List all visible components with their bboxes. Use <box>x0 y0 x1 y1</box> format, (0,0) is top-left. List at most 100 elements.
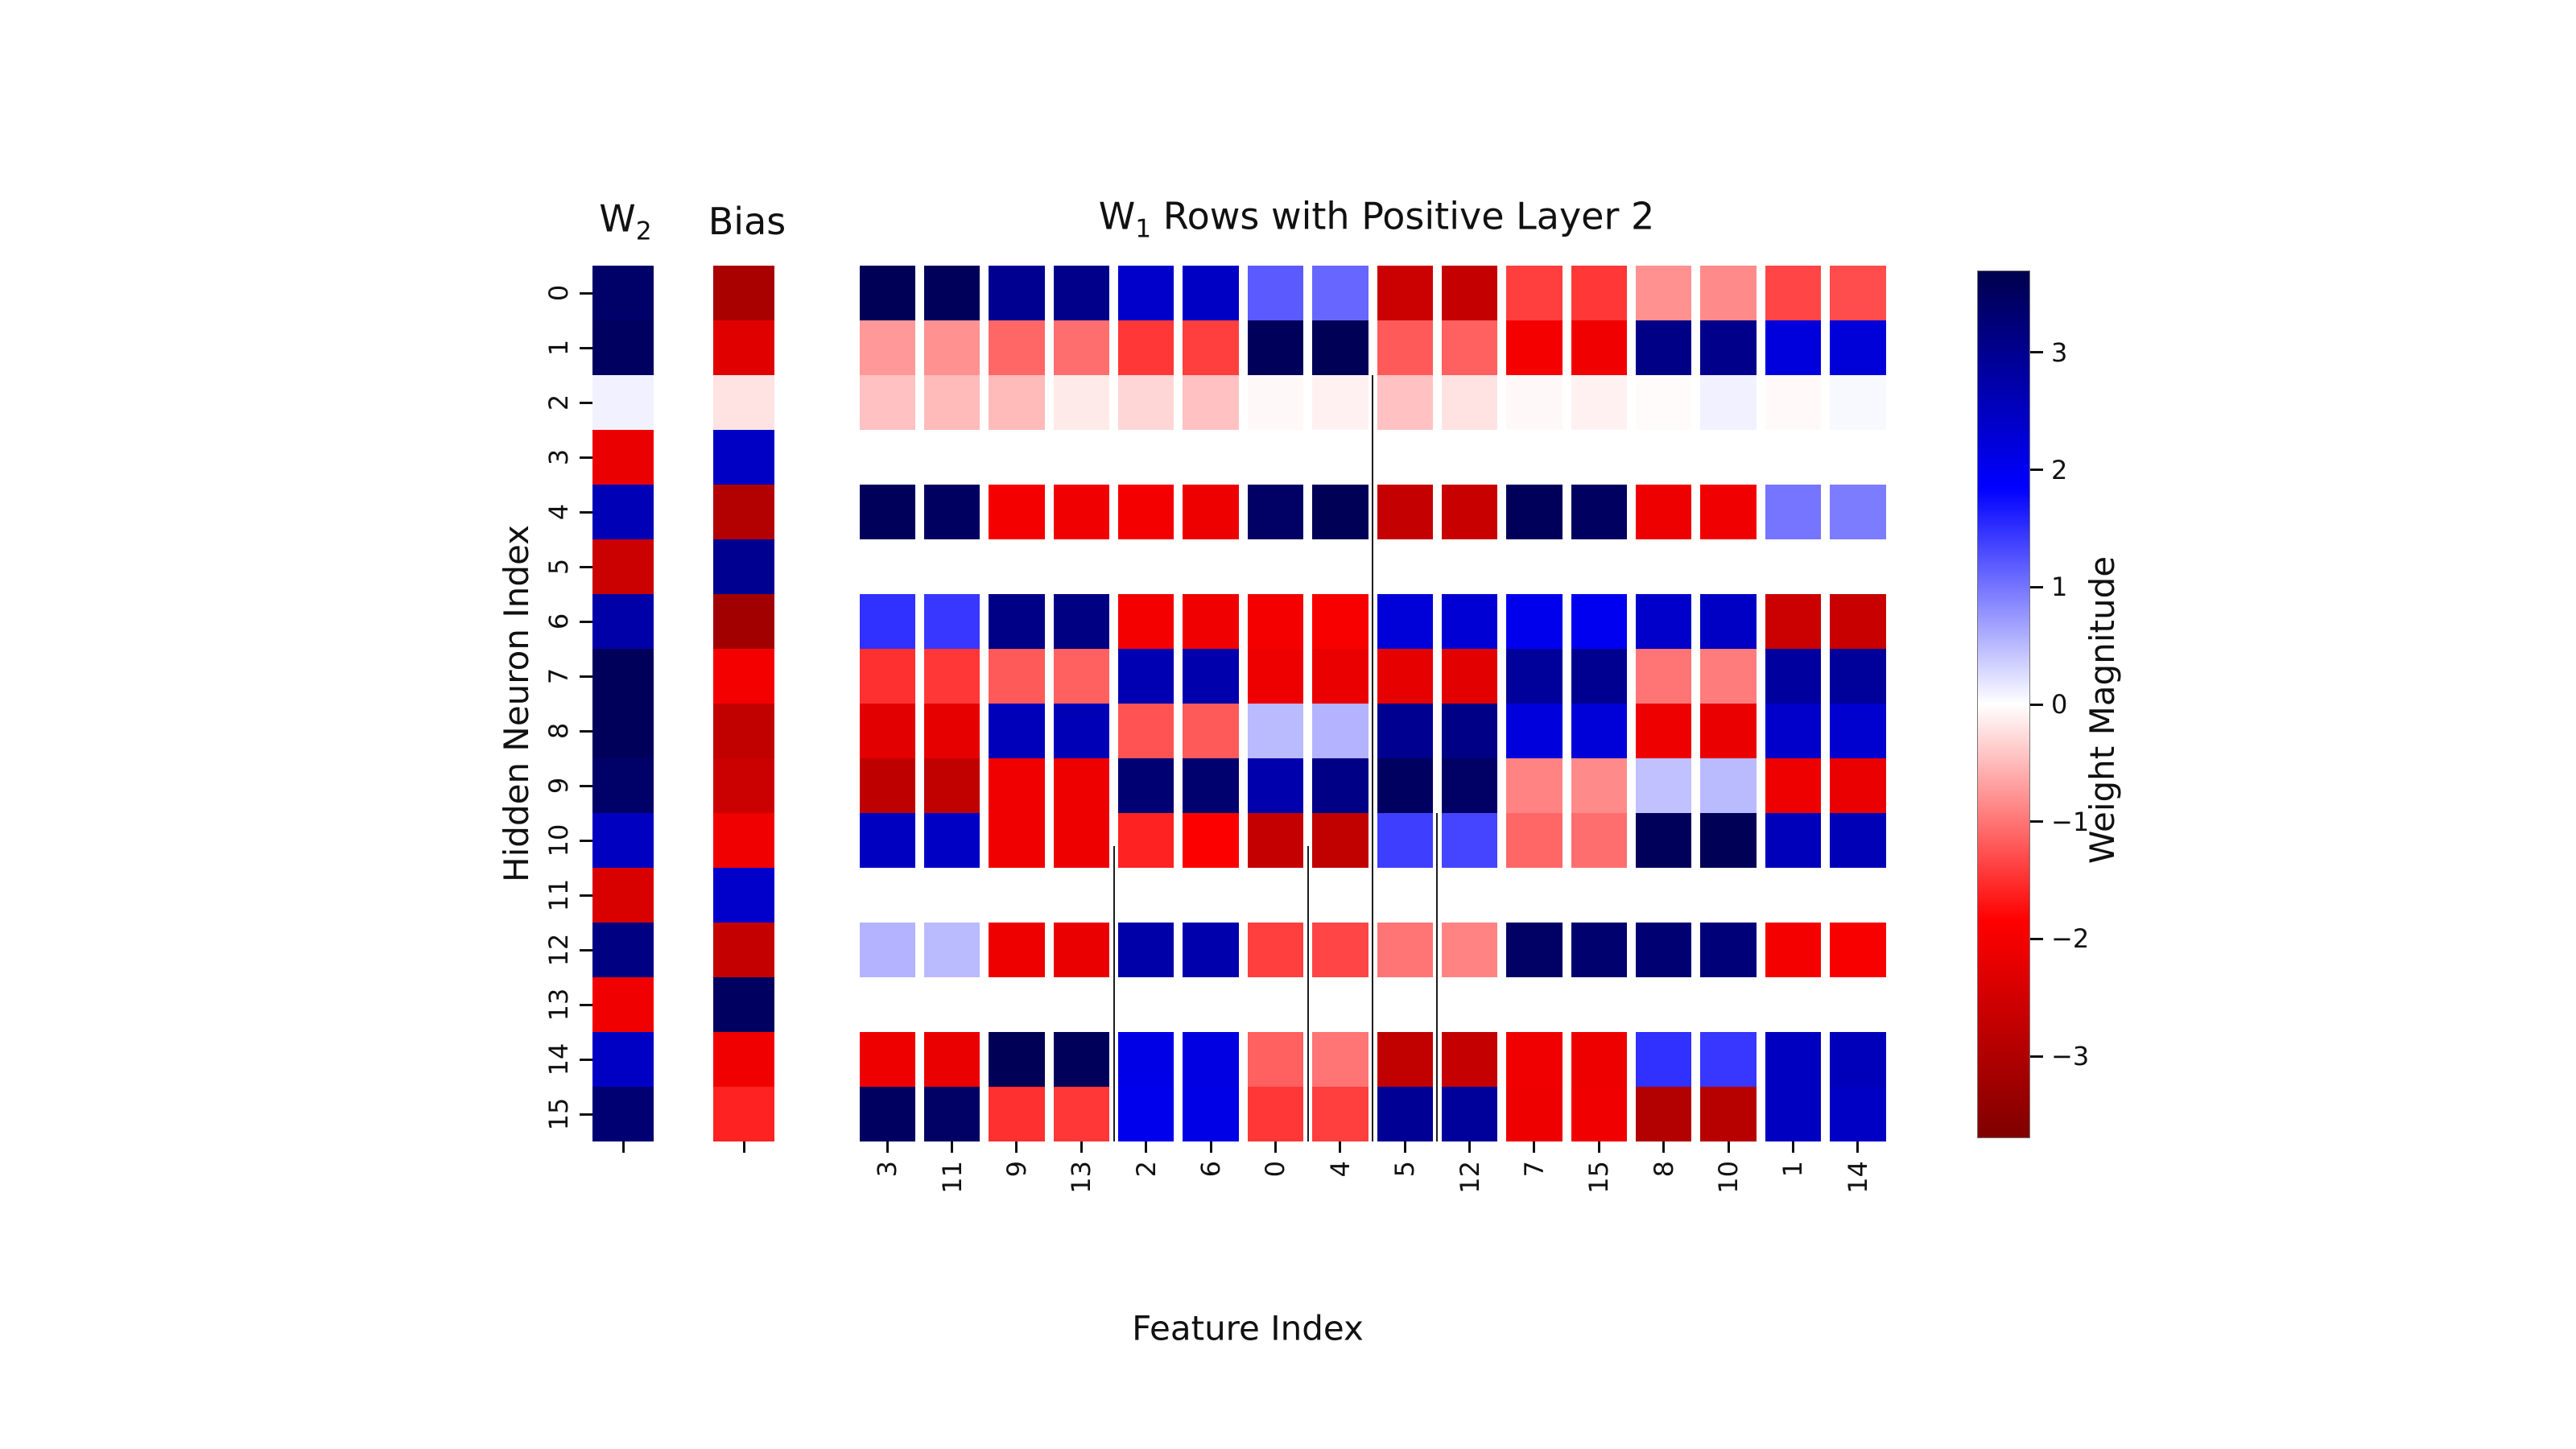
x-tick <box>1015 1141 1018 1153</box>
y-tick-label: 11 <box>543 878 574 912</box>
w1-cell <box>1636 266 1692 320</box>
w1-cell <box>1118 758 1174 813</box>
w1-cell <box>1441 1032 1498 1087</box>
y-tick-label: 12 <box>543 933 574 967</box>
w1-cell <box>989 923 1045 977</box>
y-tick <box>580 456 592 459</box>
w1-column <box>1053 266 1109 1141</box>
w1-cell <box>1636 594 1692 649</box>
w1-cell <box>1118 539 1174 594</box>
w1-cell <box>1506 266 1563 320</box>
y-tick-label: 15 <box>543 1097 574 1131</box>
w1-cell <box>1571 485 1627 539</box>
y-tick <box>580 948 592 952</box>
w2-cell-cell <box>592 594 654 649</box>
w1-cell <box>1377 868 1433 923</box>
w1-cell <box>1053 923 1109 977</box>
w1-cell <box>859 594 915 649</box>
w1-cell <box>1247 1087 1304 1141</box>
w1-cell <box>1312 266 1368 320</box>
w1-cell <box>859 539 915 594</box>
w1-cell <box>1571 649 1627 704</box>
w1-cell <box>1377 1032 1433 1087</box>
w1-cell <box>1506 320 1563 375</box>
w1-cell <box>1571 923 1627 977</box>
w1-cell <box>1571 977 1627 1032</box>
w2-cell-cell <box>592 868 654 923</box>
w1-cell <box>1183 813 1239 868</box>
w1-cell <box>1765 923 1822 977</box>
w2-cell-cell <box>592 485 654 539</box>
w1-cell <box>859 266 915 320</box>
w2-cell-cell <box>592 539 654 594</box>
w1-column <box>1441 266 1498 1141</box>
w1-cell <box>1183 485 1239 539</box>
bias-cell-cell <box>713 375 774 430</box>
w1-cell <box>1053 485 1109 539</box>
w1-cell <box>1636 485 1692 539</box>
x-tick <box>1339 1141 1342 1153</box>
w1-cell <box>1377 320 1433 375</box>
w1-cell <box>1183 977 1239 1032</box>
y-tick-label: 13 <box>543 988 574 1022</box>
w1-cell <box>1377 539 1433 594</box>
w1-cell <box>1053 594 1109 649</box>
w1-cell <box>1312 758 1368 813</box>
w1-cell <box>1183 594 1239 649</box>
y-tick <box>580 620 592 623</box>
x-tick-label: 14 <box>1842 1161 1873 1194</box>
w1-cell <box>1118 594 1174 649</box>
w1-cell <box>923 485 980 539</box>
w1-cell <box>1441 868 1498 923</box>
w1-cell <box>1765 539 1822 594</box>
w1-cell <box>989 430 1045 485</box>
main-title-rest: Rows with Positive Layer 2 <box>1151 194 1655 238</box>
w1-cell <box>1830 977 1886 1032</box>
w1-cell <box>1183 704 1239 758</box>
w1-cell <box>859 868 915 923</box>
bias-cell-cell <box>713 320 774 375</box>
colorbar-tick <box>2030 585 2043 588</box>
w1-cell <box>923 1032 980 1087</box>
colorbar-tick <box>2030 1055 2043 1058</box>
w1-cell <box>1118 923 1174 977</box>
w1-cell <box>1377 977 1433 1032</box>
y-tick-label: 0 <box>543 284 574 302</box>
w2-cell-cell <box>592 649 654 704</box>
w1-cell <box>1571 868 1627 923</box>
w1-cell <box>1118 813 1174 868</box>
w2-title-subscript: 2 <box>635 217 652 246</box>
w1-cell <box>1247 320 1304 375</box>
w1-cell <box>1377 430 1433 485</box>
w1-column <box>989 266 1045 1141</box>
w1-cell <box>989 539 1045 594</box>
x-tick-label: 8 <box>1648 1161 1679 1178</box>
w1-cell <box>1312 977 1368 1032</box>
w1-cell <box>1830 1032 1886 1087</box>
w1-cell <box>1700 594 1757 649</box>
y-tick <box>580 1003 592 1006</box>
colorbar-tick-label: 0 <box>2051 689 2068 720</box>
w1-cell <box>923 594 980 649</box>
w1-cell <box>1247 977 1304 1032</box>
w1-cell <box>923 813 980 868</box>
w1-cell <box>1636 813 1692 868</box>
w2-cell-cell <box>592 1087 654 1141</box>
bias-heatmap-column <box>713 266 774 1141</box>
x-tick <box>1727 1141 1730 1153</box>
w1-cell <box>1765 977 1822 1032</box>
w1-cell <box>1506 594 1563 649</box>
y-tick <box>580 346 592 349</box>
w1-cell <box>1247 868 1304 923</box>
x-tick <box>1468 1141 1472 1153</box>
colorbar-gradient <box>1977 270 2030 1138</box>
bias-cell-cell <box>713 813 774 868</box>
w1-cell <box>1765 704 1822 758</box>
w1-cell <box>1312 704 1368 758</box>
w1-cell <box>1377 594 1433 649</box>
w1-cell <box>1312 539 1368 594</box>
w1-cell <box>923 266 980 320</box>
w1-cell <box>1765 430 1822 485</box>
w1-cell <box>859 1087 915 1141</box>
